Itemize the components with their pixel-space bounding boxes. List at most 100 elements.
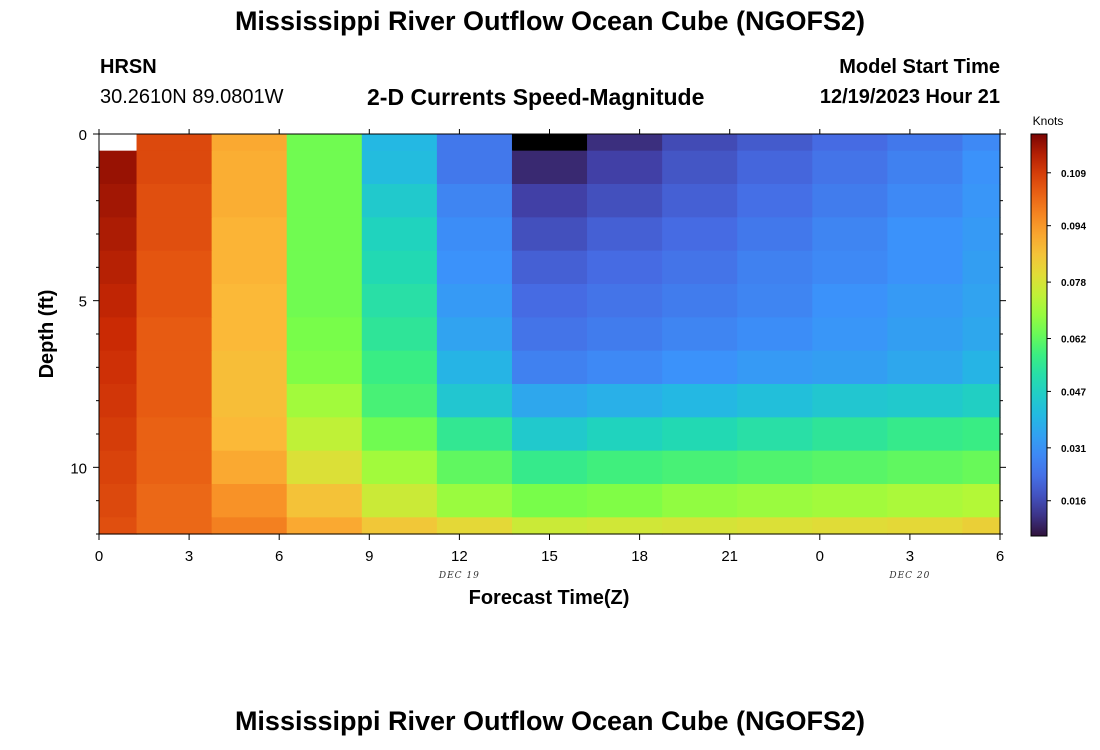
heatmap-cell — [962, 217, 1001, 252]
heatmap-cell — [812, 350, 888, 385]
heatmap-cell — [737, 217, 813, 252]
heatmap-cell — [812, 150, 888, 185]
heatmap-cell — [436, 384, 513, 418]
heatmap-cell — [587, 134, 663, 152]
heatmap-cell — [962, 150, 1001, 185]
heatmap-cell — [99, 217, 138, 252]
heatmap-cell — [361, 417, 438, 452]
heatmap-cell — [136, 217, 213, 252]
heatmap-cell — [587, 517, 663, 535]
heatmap-cell — [136, 417, 213, 452]
heatmap-cell — [136, 284, 213, 318]
heatmap-cell — [511, 484, 588, 518]
heatmap-cell — [136, 250, 213, 285]
heatmap-cell — [436, 250, 513, 285]
heatmap-cell — [962, 134, 1001, 152]
heatmap-cell — [361, 384, 438, 418]
heatmap-cell — [662, 350, 738, 385]
heatmap-cell — [286, 284, 363, 318]
heatmap-cell — [361, 350, 438, 385]
heatmap-cell — [812, 184, 888, 218]
heatmap-cell — [286, 217, 363, 252]
heatmap-cell — [211, 484, 288, 518]
heatmap-cell — [211, 184, 288, 218]
heatmap-cell — [962, 450, 1001, 485]
heatmap-cell — [737, 450, 813, 485]
heatmap-cell — [887, 184, 964, 218]
heatmap-cell — [136, 350, 213, 385]
heatmap-cell — [211, 150, 288, 185]
station-coordinates: 30.2610N 89.0801W — [100, 86, 284, 108]
heatmap-cell — [662, 317, 738, 352]
x-axis-title: Forecast Time(Z) — [469, 587, 630, 609]
heatmap-cell — [286, 384, 363, 418]
colorbar-tick-label: 0.109 — [1061, 169, 1086, 180]
heatmap-cell — [361, 450, 438, 485]
heatmap-cell — [662, 484, 738, 518]
heatmap-cell — [136, 150, 213, 185]
heatmap-cell — [812, 417, 888, 452]
heatmap-cell — [511, 384, 588, 418]
heatmap-cell — [812, 517, 888, 535]
colorbar-tick-label: 0.094 — [1061, 222, 1086, 233]
colorbar-tick-label: 0.062 — [1061, 335, 1086, 346]
heatmap-cell — [436, 284, 513, 318]
heatmap-cell — [136, 450, 213, 485]
heatmap-cell — [511, 450, 588, 485]
y-axis-title: Depth (ft) — [36, 290, 58, 379]
heatmap-cell — [99, 417, 138, 452]
heatmap-cell — [887, 450, 964, 485]
heatmap-cell — [211, 417, 288, 452]
heatmap-cell — [962, 384, 1001, 418]
heatmap-cell — [887, 384, 964, 418]
heatmap-cell — [436, 134, 513, 152]
heatmap-cell — [361, 284, 438, 318]
heatmap-cell — [962, 484, 1001, 518]
colorbar-scale — [1030, 133, 1048, 537]
heatmap-cell — [737, 184, 813, 218]
y-axis: 0 5 10 — [70, 127, 1006, 535]
heatmap-cell — [887, 484, 964, 518]
heatmap-cell — [211, 250, 288, 285]
heatmap-cell — [737, 284, 813, 318]
heatmap-cell — [812, 484, 888, 518]
heatmap-cell — [587, 184, 663, 218]
heatmap-cell — [887, 150, 964, 185]
heatmap-cell — [361, 184, 438, 218]
heatmap-cell — [436, 317, 513, 352]
heatmap-cell — [812, 134, 888, 152]
heatmap-cell — [436, 184, 513, 218]
heatmap-cell — [812, 450, 888, 485]
heatmap-cell — [962, 517, 1001, 535]
variable-title: 2-D Currents Speed-Magnitude — [367, 84, 705, 110]
heatmap-cell — [737, 417, 813, 452]
heatmap-cell — [737, 384, 813, 418]
heatmap-cell — [286, 317, 363, 352]
heatmap-cell — [99, 150, 138, 185]
model-start-value: 12/19/2023 Hour 21 — [819, 86, 1000, 108]
heatmap-cell — [136, 184, 213, 218]
heatmap-cells — [99, 134, 1001, 535]
colorbar-tick-label: 0.047 — [1061, 387, 1086, 398]
heatmap-cell — [286, 450, 363, 485]
heatmap-cell — [962, 317, 1001, 352]
heatmap-cell — [587, 250, 663, 285]
heatmap-cell — [587, 384, 663, 418]
heatmap-cell — [136, 384, 213, 418]
x-tick-label: 3 — [906, 548, 914, 565]
x-tick-label: 0 — [816, 548, 824, 565]
heatmap-cell — [887, 284, 964, 318]
heatmap-cell — [286, 250, 363, 285]
x-tick-label: 12 — [451, 548, 468, 565]
heatmap-cell — [286, 150, 363, 185]
model-start-label: Model Start Time — [839, 56, 1000, 78]
heatmap-cell — [511, 517, 588, 535]
heatmap-cell — [587, 350, 663, 385]
heatmap-cell — [887, 350, 964, 385]
heatmap-cell — [737, 250, 813, 285]
heatmap-cell — [286, 350, 363, 385]
heatmap-cell — [662, 150, 738, 185]
heatmap-cell — [99, 250, 138, 285]
heatmap-cell — [887, 250, 964, 285]
heatmap-cell — [962, 350, 1001, 385]
